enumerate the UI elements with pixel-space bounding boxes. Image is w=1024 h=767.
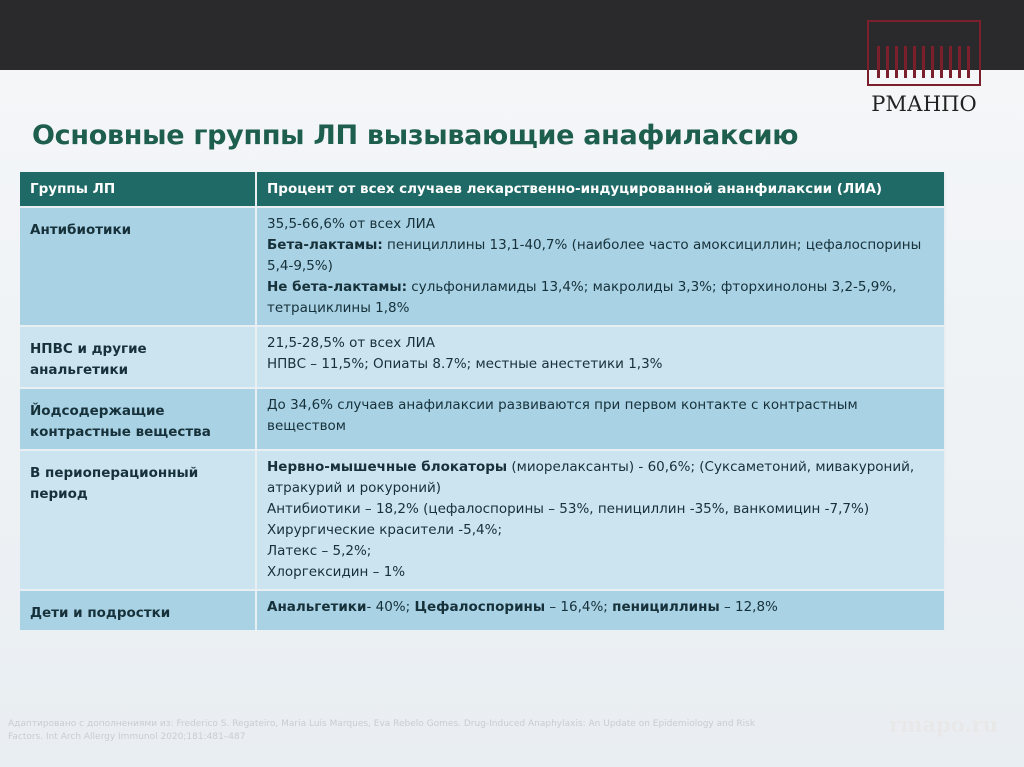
content-line: Хирургические красители -5,4%; [267, 520, 934, 541]
content-cell: Анальгетики- 40%; Цефалоспорины – 16,4%;… [256, 589, 946, 630]
text: (миорелаксанты) - 60,6%; (Суксаметоний, … [267, 459, 915, 496]
table-row: НПВС и другие анальгетики 21,5-28,5% от в… [20, 325, 946, 388]
text: До 34,6% случаев анафилаксии развиваются… [267, 397, 858, 434]
text: Антибиотики – 18,2% (цефалоспорины – 53%… [267, 501, 870, 517]
logo-text: РМАНПО [871, 92, 977, 116]
text: Латекс – 5,2%; [267, 543, 372, 559]
table: Группы ЛП Процент от всех случаев лекарст… [20, 172, 946, 630]
column-header: Процент от всех случаев лекарственно-инд… [256, 172, 946, 207]
bold-text: Анальгетики [267, 599, 367, 615]
column-header: Группы ЛП [20, 172, 257, 207]
content-line: Антибиотики – 18,2% (цефалоспорины – 53%… [267, 499, 934, 520]
site-url: rmapo.ru [889, 712, 998, 737]
text: Хлоргексидин – 1% [267, 564, 406, 580]
text: Хирургические красители -5,4%; [267, 522, 503, 538]
content-line: Бета-лактамы: пенициллины 13,1-40,7% (на… [267, 235, 934, 277]
text: НПВС – 11,5%; Опиаты 8.7%; местные анест… [267, 356, 663, 372]
bold-text: Бета-лактамы: [267, 237, 383, 253]
header-row: Группы ЛП Процент от всех случаев лекарст… [20, 172, 946, 207]
table-row: Йодсодержащие контрастные вещества До 34,… [20, 387, 946, 450]
content-cell: 21,5-28,5% от всех ЛИА НПВС – 11,5%; Опиа… [256, 325, 946, 388]
logo-icon [867, 20, 981, 86]
citation: Адаптировано с дополнениями из: Frederic… [8, 719, 756, 742]
group-cell: Антибиотики [20, 206, 257, 326]
group-cell: Дети и подростки [20, 589, 257, 630]
text: - 40%; [366, 599, 415, 615]
content-line: НПВС – 11,5%; Опиаты 8.7%; местные анест… [267, 354, 934, 375]
bold-text: Не бета-лактамы: [267, 279, 408, 295]
logo: РМАНПО [864, 20, 984, 130]
bold-text: Нервно-мышечные блокаторы [267, 459, 508, 475]
table-row: В периоперационный период Нервно-мышечные… [20, 449, 946, 590]
content-line: Хлоргексидин – 1% [267, 562, 934, 583]
text: – 12,8% [719, 599, 778, 615]
content-cell: Нервно-мышечные блокаторы (миорелаксанты… [256, 449, 946, 590]
text: 35,5-66,6% от всех ЛИА [267, 216, 435, 232]
content-line: Нервно-мышечные блокаторы (миорелаксанты… [267, 457, 934, 499]
content-line: До 34,6% случаев анафилаксии развиваются… [267, 395, 934, 437]
content-cell: 35,5-66,6% от всех ЛИА Бета-лактамы: пени… [256, 206, 946, 326]
content-line: Не бета-лактамы: сульфониламиды 13,4%; м… [267, 277, 934, 319]
content-cell: До 34,6% случаев анафилаксии развиваются… [256, 387, 946, 450]
table-row: Дети и подростки Анальгетики- 40%; Цефало… [20, 589, 946, 630]
table-body: Антибиотики 35,5-66,6% от всех ЛИА Бета-ла… [20, 206, 946, 630]
group-cell: НПВС и другие анальгетики [20, 325, 257, 388]
text: – 16,4%; [545, 599, 613, 615]
text: 21,5-28,5% от всех ЛИА [267, 335, 435, 351]
group-cell: В периоперационный период [20, 449, 257, 590]
group-cell: Йодсодержащие контрастные вещества [20, 387, 257, 450]
table-row: Антибиотики 35,5-66,6% от всех ЛИА Бета-ла… [20, 206, 946, 326]
content-line: 35,5-66,6% от всех ЛИА [267, 214, 934, 235]
content-line: Анальгетики- 40%; Цефалоспорины – 16,4%;… [267, 597, 934, 618]
slide-title: Основные группы ЛП вызывающие анафилакси… [32, 120, 799, 151]
content-line: Латекс – 5,2%; [267, 541, 934, 562]
text: сульфониламиды 13,4%; макролиды 3,3%; фт… [267, 279, 897, 316]
slide: РМАНПО Основные группы ЛП вызывающие ана… [0, 20, 1024, 767]
content-line: 21,5-28,5% от всех ЛИА [267, 333, 934, 354]
bold-text: пенициллины [612, 599, 720, 615]
bold-text: Цефалоспорины [414, 599, 546, 615]
text: пенициллины 13,1-40,7% (наиболее часто а… [267, 237, 922, 274]
